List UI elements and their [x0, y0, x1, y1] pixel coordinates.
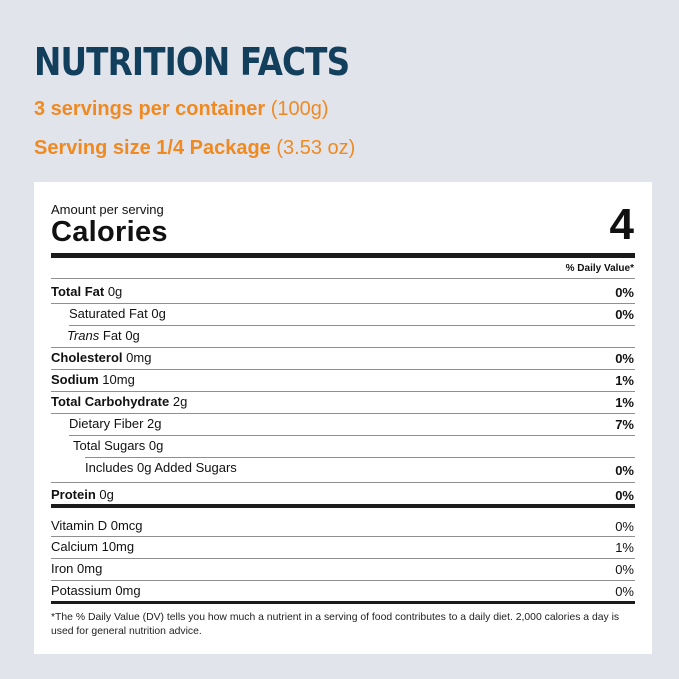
nutrient-label: Includes 0g Added Sugars: [85, 460, 237, 475]
nutrient-label: Trans Fat 0g: [67, 328, 140, 343]
calories-value: 4: [609, 200, 634, 249]
divider: [51, 369, 635, 370]
amount-per-serving: Amount per serving: [51, 202, 164, 217]
daily-value-header: % Daily Value*: [565, 263, 634, 274]
vitamin-row-vitamin-d: Vitamin D 0mcg 0%: [51, 516, 635, 537]
divider: [51, 347, 635, 348]
nutrient-amount: 0g: [107, 284, 123, 299]
nutrient-label: Protein 0g: [51, 487, 114, 502]
nutrient-label: Total Fat 0g: [51, 284, 122, 299]
thick-divider: [51, 601, 635, 604]
nutrient-label: Total Carbohydrate 2g: [51, 394, 187, 409]
divider: [51, 536, 635, 537]
divider: [51, 482, 635, 483]
vitamin-dv: 0%: [615, 584, 634, 599]
nutrient-name-suffix: Fat: [102, 328, 122, 343]
nutrient-dv: 0%: [615, 488, 634, 503]
nutrient-label: Sodium 10mg: [51, 372, 135, 387]
calories-label: Calories: [51, 216, 168, 248]
vitamin-name: Vitamin D: [51, 518, 108, 533]
vitamin-dv: 1%: [615, 540, 634, 555]
vitamin-name: Calcium: [51, 539, 98, 554]
nutrient-label: Cholesterol 0mg: [51, 350, 151, 365]
nutrient-name: Includes 0g Added Sugars: [85, 460, 237, 475]
nutrient-dv: 7%: [615, 417, 634, 432]
vitamin-row-potassium: Potassium 0mg 0%: [51, 581, 635, 602]
vitamin-name: Potassium: [51, 583, 112, 598]
nutrient-amount: 0g: [148, 438, 164, 453]
divider: [85, 457, 635, 458]
nutrient-amount: 10mg: [102, 372, 135, 387]
thick-divider: [51, 253, 635, 258]
divider: [51, 580, 635, 581]
nutrient-name: Cholesterol: [51, 350, 123, 365]
vitamin-name: Iron: [51, 561, 74, 576]
vitamin-row-calcium: Calcium 10mg 1%: [51, 537, 635, 558]
vitamin-dv: 0%: [615, 519, 634, 534]
nutrition-label-panel: Amount per serving Calories 4 % Daily Va…: [34, 182, 652, 654]
nutrient-row-saturated-fat: Saturated Fat 0g 0%: [51, 304, 635, 325]
divider: [51, 303, 635, 304]
vitamin-row-iron: Iron 0mg 0%: [51, 559, 635, 580]
serving-size-weight: (3.53 oz): [276, 137, 356, 159]
vitamin-amount: 0mcg: [110, 518, 143, 533]
divider: [51, 558, 635, 559]
servings-per-container: 3 servings per container (100g): [34, 96, 329, 122]
nutrient-name: Total Sugars: [73, 438, 146, 453]
vitamin-label: Vitamin D 0mcg: [51, 518, 143, 533]
vitamin-label: Calcium 10mg: [51, 539, 134, 554]
nutrient-amount: 2g: [172, 394, 188, 409]
nutrient-row-total-sugars: Total Sugars 0g: [51, 436, 635, 457]
nutrient-row-total-carbohydrate: Total Carbohydrate 2g 1%: [51, 392, 635, 413]
nutrient-label: Total Sugars 0g: [73, 438, 163, 453]
vitamin-label: Potassium 0mg: [51, 583, 141, 598]
nutrient-amount: 2g: [147, 416, 162, 431]
nutrient-dv: 0%: [615, 463, 634, 478]
nutrient-label: Dietary Fiber 2g: [69, 416, 162, 431]
vitamin-dv: 0%: [615, 562, 634, 577]
nutrient-dv: 0%: [615, 285, 634, 300]
nutrient-amount: 0g: [125, 328, 140, 343]
nutrient-name: Sodium: [51, 372, 99, 387]
divider: [69, 435, 635, 436]
divider: [69, 325, 635, 326]
divider: [51, 391, 635, 392]
servings-text: 3 servings per container: [34, 98, 266, 120]
daily-value-footnote: *The % Daily Value (DV) tells you how mu…: [51, 612, 620, 637]
thick-divider: [51, 504, 635, 508]
nutrient-row-sodium: Sodium 10mg 1%: [51, 370, 635, 391]
nutrient-row-total-fat: Total Fat 0g 0%: [51, 282, 635, 303]
page-title: NUTRITION FACTS: [34, 40, 350, 84]
nutrient-amount: 0mg: [126, 350, 152, 365]
nutrient-name: Total Carbohydrate: [51, 394, 170, 409]
divider: [51, 413, 635, 414]
nutrient-dv: 1%: [615, 373, 634, 388]
divider: [51, 278, 635, 279]
nutrient-row-trans-fat: Trans Fat 0g: [51, 326, 635, 347]
nutrient-amount: 0g: [99, 487, 114, 502]
vitamin-amount: 0mg: [115, 583, 141, 598]
vitamin-label: Iron 0mg: [51, 561, 102, 576]
serving-size-text: Serving size 1/4 Package: [34, 137, 271, 159]
nutrient-name: Total Fat: [51, 284, 105, 299]
nutrient-name: Protein: [51, 487, 96, 502]
servings-weight: (100g): [270, 98, 329, 120]
nutrient-dv: 0%: [615, 351, 634, 366]
nutrient-row-cholesterol: Cholesterol 0mg 0%: [51, 348, 635, 369]
serving-size: Serving size 1/4 Package (3.53 oz): [34, 135, 355, 161]
nutrient-name: Dietary Fiber: [69, 416, 144, 431]
nutrient-dv: 1%: [615, 395, 634, 410]
vitamin-amount: 0mg: [77, 561, 103, 576]
nutrient-dv: 0%: [615, 307, 634, 322]
nutrient-label: Saturated Fat 0g: [69, 306, 166, 321]
nutrient-name: Trans: [67, 328, 100, 343]
nutrient-row-added-sugars: Includes 0g Added Sugars 0%: [51, 458, 635, 479]
nutrient-row-dietary-fiber: Dietary Fiber 2g 7%: [51, 414, 635, 435]
nutrient-row-protein: Protein 0g 0%: [51, 485, 635, 506]
nutrient-name: Saturated Fat: [69, 306, 148, 321]
nutrient-amount: 0g: [151, 306, 166, 321]
vitamin-amount: 10mg: [101, 539, 135, 554]
